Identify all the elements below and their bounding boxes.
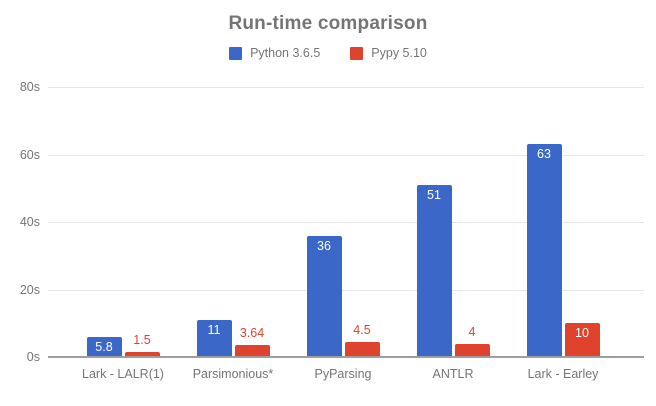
legend-label: Pypy 5.10	[371, 46, 427, 60]
legend-item-pypy-5-10: Pypy 5.10	[350, 46, 427, 60]
bar-antlr-pypy-5-10: 4	[454, 325, 490, 357]
y-axis-tick-label: 60s	[19, 147, 40, 162]
bar-group-lark-lalr-1: 5.8 1.5	[68, 87, 178, 357]
bar-pyparsing-pypy-5-10: 4.5	[344, 323, 380, 357]
y-axis-tick-label: 40s	[19, 215, 40, 229]
bar-parsimonious-pypy-5-10: 3.64	[234, 326, 270, 357]
gridline	[48, 289, 644, 291]
bar-value-label: 63	[537, 147, 551, 162]
bars-row: 5.8 1.5 11 3.64 36 4.5 51 4 63 10	[68, 87, 618, 357]
gridline	[48, 222, 644, 223]
bar-value-label: 1.5	[133, 332, 151, 347]
bar-lark-earley-pypy-5-10: 10	[564, 323, 600, 357]
legend-swatch-icon	[229, 46, 243, 60]
x-axis-category-label: Parsimonious*	[192, 367, 274, 381]
bar-group-parsimonious: 11 3.64	[178, 87, 288, 357]
x-axis-labels: Lark - LALR(1) Parsimonious* PyParsing ANTL…	[68, 367, 618, 381]
bar-value-label: 36	[317, 238, 331, 253]
x-axis-category-label: Lark - LALR(1)	[82, 367, 164, 381]
bar-group-antlr: 51 4	[398, 87, 508, 357]
bar-value-label: 10	[575, 326, 589, 341]
chart-title: Run-time comparison	[228, 13, 428, 34]
y-axis-tick-label: 20s	[19, 282, 40, 297]
bar-group-pyparsing: 36 4.5	[288, 87, 398, 357]
bar-lark-lalr-1-python-3-6-5: 5.8	[86, 337, 122, 357]
legend-item-python-3-6-5: Python 3.6.5	[229, 46, 320, 60]
bar-lark-lalr-1-pypy-5-10: 1.5	[124, 333, 160, 357]
legend-swatch-icon	[350, 46, 364, 60]
gridline	[48, 154, 644, 156]
chart-legend: Python 3.6.5 Pypy 5.10	[0, 46, 656, 60]
bar-group-lark-earley: 63 10	[508, 87, 618, 357]
bar-value-label: 4	[468, 324, 476, 339]
bar-antlr-python-3-6-5: 51	[416, 184, 452, 357]
x-axis-category-label: PyParsing	[314, 367, 372, 381]
bar-pyparsing-python-3-6-5: 36	[306, 235, 342, 357]
plot-area: 5.8 1.5 11 3.64 36 4.5 51 4 63 10 0s 20s 40s 60s 80s	[20, 80, 644, 364]
bar-value-label: 51	[427, 187, 441, 202]
legend-label: Python 3.6.5	[250, 46, 321, 60]
bar-value-label: 11	[207, 322, 221, 337]
x-axis-category-label: Lark - Earley	[527, 367, 599, 381]
x-axis-baseline	[48, 356, 644, 358]
bar-value-label: 5.8	[95, 340, 113, 355]
bar-value-label: 3.64	[239, 325, 265, 340]
x-axis-category-label: ANTLR	[432, 367, 474, 381]
y-axis-tick-label: 80s	[19, 80, 40, 94]
gridline	[48, 87, 644, 88]
bar-parsimonious-python-3-6-5: 11	[196, 319, 232, 357]
bar-lark-earley-python-3-6-5: 63	[526, 144, 562, 357]
y-axis-tick-label: 0s	[26, 350, 40, 364]
bar-value-label: 4.5	[353, 322, 371, 337]
